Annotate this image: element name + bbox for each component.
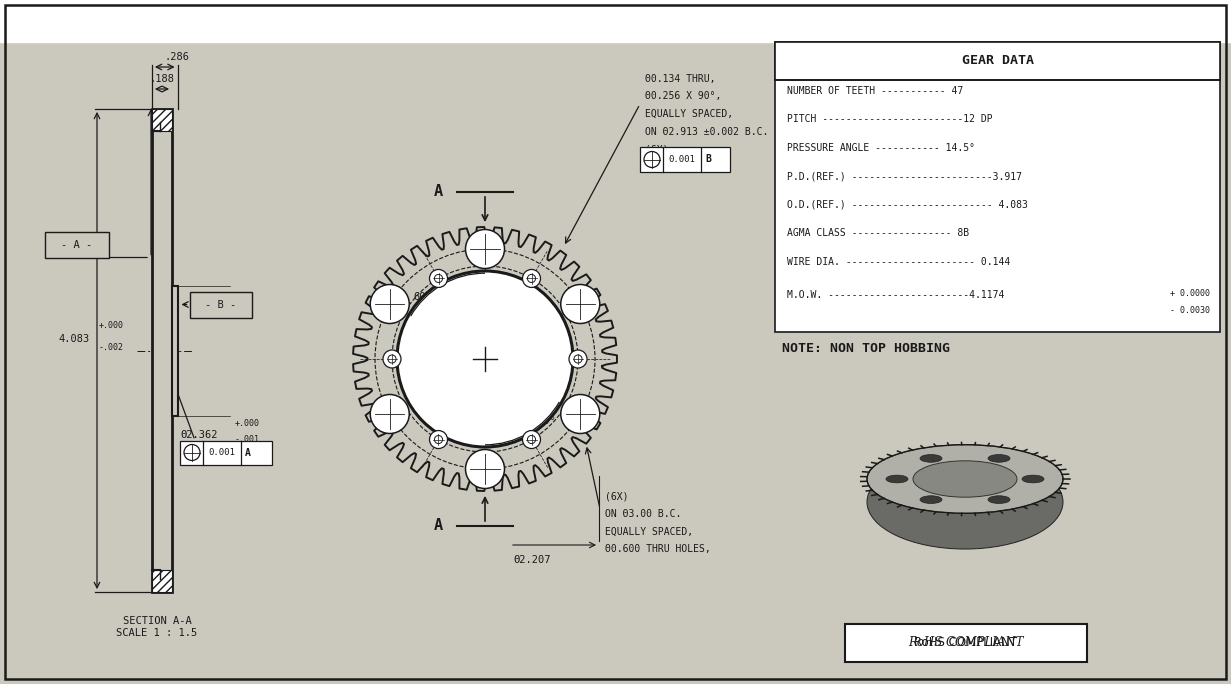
Text: A: A <box>245 447 251 458</box>
Text: A: A <box>433 185 443 200</box>
Text: - 0.0030: - 0.0030 <box>1169 306 1210 315</box>
Text: PITCH ------------------------12 DP: PITCH ------------------------12 DP <box>787 114 992 124</box>
Text: 60°: 60° <box>538 416 556 425</box>
Text: 0.001: 0.001 <box>208 448 235 457</box>
Circle shape <box>522 430 540 449</box>
Bar <box>190 291 251 317</box>
Text: 0.001: 0.001 <box>668 155 694 164</box>
Text: -.001: -.001 <box>235 436 260 445</box>
Bar <box>180 440 272 464</box>
Text: O.D.(REF.) ------------------------ 4.083: O.D.(REF.) ------------------------ 4.08… <box>787 200 1028 210</box>
Bar <box>776 42 1220 80</box>
Ellipse shape <box>1022 475 1044 483</box>
Text: 60°: 60° <box>414 292 432 302</box>
Ellipse shape <box>988 455 1009 462</box>
Bar <box>151 109 172 131</box>
Text: -.002: -.002 <box>98 343 124 352</box>
Bar <box>46 231 110 257</box>
Text: SECTION A-A
SCALE 1 : 1.5: SECTION A-A SCALE 1 : 1.5 <box>117 616 198 637</box>
Text: B: B <box>705 155 710 164</box>
Text: P.D.(REF.) ------------------------3.917: P.D.(REF.) ------------------------3.917 <box>787 172 1022 181</box>
Circle shape <box>398 271 572 447</box>
Text: PRESSURE ANGLE ----------- 14.5°: PRESSURE ANGLE ----------- 14.5° <box>787 143 975 153</box>
Text: WIRE DIA. ---------------------- 0.144: WIRE DIA. ---------------------- 0.144 <box>787 257 1011 267</box>
Text: AGMA CLASS ----------------- 8B: AGMA CLASS ----------------- 8B <box>787 228 969 239</box>
Circle shape <box>371 395 409 434</box>
Text: RoHS COMPLIANT: RoHS COMPLIANT <box>915 637 1018 650</box>
Ellipse shape <box>913 461 1017 497</box>
Text: (6X): (6X) <box>604 492 629 501</box>
Circle shape <box>561 395 599 434</box>
Text: - B -: - B - <box>204 300 236 309</box>
Text: RoHS COMPLIANT: RoHS COMPLIANT <box>908 637 1024 650</box>
Circle shape <box>569 350 587 368</box>
Circle shape <box>465 230 505 269</box>
Ellipse shape <box>988 496 1009 503</box>
Circle shape <box>561 285 599 324</box>
Ellipse shape <box>886 475 908 483</box>
Bar <box>640 148 730 172</box>
Text: Θ0.256 X 90°,: Θ0.256 X 90°, <box>645 92 721 101</box>
Text: A: A <box>433 518 443 534</box>
Bar <box>172 285 177 415</box>
Ellipse shape <box>913 484 1017 506</box>
Bar <box>0 0 1231 42</box>
Text: ON Θ2.913 ±0.002 B.C.: ON Θ2.913 ±0.002 B.C. <box>645 127 768 137</box>
Circle shape <box>383 350 401 368</box>
Text: Θ0.600 THRU HOLES,: Θ0.600 THRU HOLES, <box>604 544 710 554</box>
Text: EQUALLY SPACED,: EQUALLY SPACED, <box>604 527 693 536</box>
Text: .286: .286 <box>164 52 190 62</box>
Circle shape <box>522 269 540 287</box>
Text: Θ2.362: Θ2.362 <box>180 430 218 440</box>
Text: M.O.W. ------------------------4.1174: M.O.W. ------------------------4.1174 <box>787 289 1004 300</box>
Text: Θ0.134 THRU,: Θ0.134 THRU, <box>645 74 715 84</box>
Bar <box>151 109 172 592</box>
Circle shape <box>430 269 448 287</box>
Text: Θ2.207: Θ2.207 <box>513 555 550 565</box>
Circle shape <box>465 449 505 488</box>
Circle shape <box>371 285 409 324</box>
Bar <box>776 42 1220 332</box>
Text: NOTE: NON TOP HOBBING: NOTE: NON TOP HOBBING <box>782 342 950 355</box>
Bar <box>844 624 1087 662</box>
Text: +.000: +.000 <box>235 419 260 428</box>
Text: ON Θ3.00 B.C.: ON Θ3.00 B.C. <box>604 509 682 519</box>
Text: EQUALLY SPACED,: EQUALLY SPACED, <box>645 109 734 119</box>
Ellipse shape <box>920 496 942 503</box>
Ellipse shape <box>920 455 942 462</box>
Text: + 0.0000: + 0.0000 <box>1169 289 1210 298</box>
Text: 4.083: 4.083 <box>59 334 90 343</box>
Text: NUMBER OF TEETH ----------- 47: NUMBER OF TEETH ----------- 47 <box>787 86 963 96</box>
Ellipse shape <box>867 445 1064 513</box>
Text: (6X): (6X) <box>645 144 668 154</box>
Text: - A -: - A - <box>62 239 92 250</box>
Text: +.000: +.000 <box>98 321 124 330</box>
Circle shape <box>430 430 448 449</box>
Text: GEAR DATA: GEAR DATA <box>961 55 1034 68</box>
Text: .188: .188 <box>149 74 175 84</box>
Ellipse shape <box>867 455 1064 549</box>
Bar <box>151 570 172 592</box>
